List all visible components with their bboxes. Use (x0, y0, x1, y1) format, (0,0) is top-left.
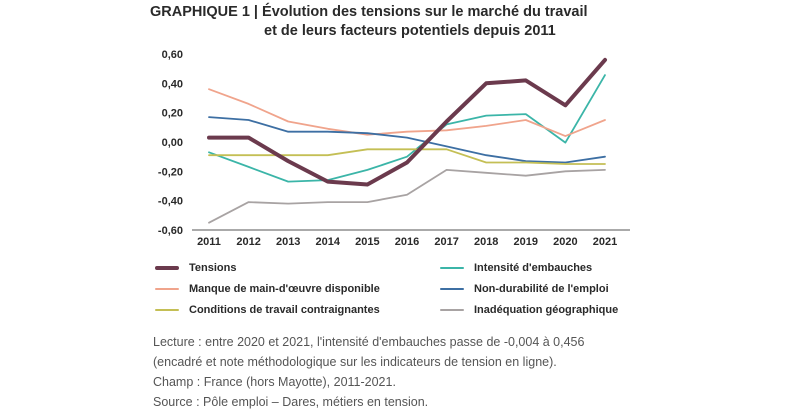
x-tick-label: 2019 (514, 236, 538, 248)
y-tick-label: 0,60 (162, 49, 183, 61)
y-tick-label: 0,40 (162, 78, 183, 90)
lecture-note-line2: (encadré et note méthodologique sur les … (153, 355, 557, 369)
series-lines (207, 57, 607, 224)
x-tick-label: 2020 (553, 236, 577, 248)
series-line-tensions (207, 57, 607, 187)
legend-swatch (155, 309, 179, 311)
x-tick-label: 2018 (474, 236, 498, 248)
x-tick-label: 2012 (236, 236, 260, 248)
line-chart: 0,60 0,40 0,20 0,00 -0,20 -0,40 -0,60 2011 2012… (158, 49, 630, 248)
legend-label: Intensité d'embauches (474, 262, 593, 274)
chart-title: GRAPHIQUE 1 | Évolution des tensions sur… (150, 3, 588, 41)
x-axis-labels: 2011 2012 2013 2014 2015 2016 2017 2018 2019 2020… (197, 236, 617, 248)
x-tick-label: 2011 (197, 236, 221, 248)
legend-item: Inadéquation géographique (440, 304, 618, 316)
x-tick-label: 2015 (355, 236, 379, 248)
chart-title-line1: GRAPHIQUE 1 | Évolution des tensions sur… (150, 4, 588, 20)
legend-swatch (440, 288, 464, 290)
legend-label: Manque de main-d'œuvre disponible (189, 283, 380, 295)
series-line-non-durabilite-de-l-emploi (208, 116, 606, 164)
x-tick-label: 2013 (276, 236, 300, 248)
legend-swatch (155, 288, 179, 290)
x-tick-label: 2016 (395, 236, 419, 248)
x-tick-label: 2021 (593, 236, 617, 248)
y-tick-label: -0,60 (158, 225, 183, 237)
legend-swatch (440, 309, 464, 311)
legend-item: Manque de main-d'œuvre disponible (155, 283, 380, 295)
x-tick-label: 2017 (434, 236, 458, 248)
legend-swatch (155, 266, 179, 270)
chart-notes: Lecture : entre 2020 et 2021, l'intensit… (153, 332, 584, 412)
series-line-inadequation-geographique (208, 168, 606, 224)
legend-label: Tensions (189, 262, 237, 274)
chart-title-line2: et de leurs facteurs potentiels depuis 2… (264, 23, 556, 39)
legend-item: Intensité d'embauches (440, 262, 592, 274)
legend-label: Inadéquation géographique (474, 304, 619, 316)
y-tick-label: -0,40 (158, 196, 183, 208)
legend-swatch (440, 267, 464, 269)
legend-item: Conditions de travail contraignantes (155, 304, 380, 316)
legend-item: Tensions (155, 262, 236, 274)
series-line-intensite-d-embauches (208, 74, 606, 183)
legend-label: Non-durabilité de l'emploi (474, 283, 609, 295)
x-tick-label: 2014 (316, 236, 341, 248)
lecture-note-line1: Lecture : entre 2020 et 2021, l'intensit… (153, 335, 585, 349)
y-tick-label: 0,00 (162, 137, 183, 149)
legend-label: Conditions de travail contraignantes (189, 304, 380, 316)
y-tick-label: -0,20 (158, 166, 183, 178)
y-tick-label: 0,20 (162, 108, 183, 120)
legend-item: Non-durabilité de l'emploi (440, 283, 609, 295)
series-line-manque-de-main-d-uvre-disponible (208, 88, 606, 138)
source-note: Source : Pôle emploi – Dares, métiers en… (153, 395, 429, 409)
champ-note: Champ : France (hors Mayotte), 2011-2021… (153, 375, 396, 389)
y-axis-labels: 0,60 0,40 0,20 0,00 -0,20 -0,40 -0,60 (158, 49, 183, 237)
